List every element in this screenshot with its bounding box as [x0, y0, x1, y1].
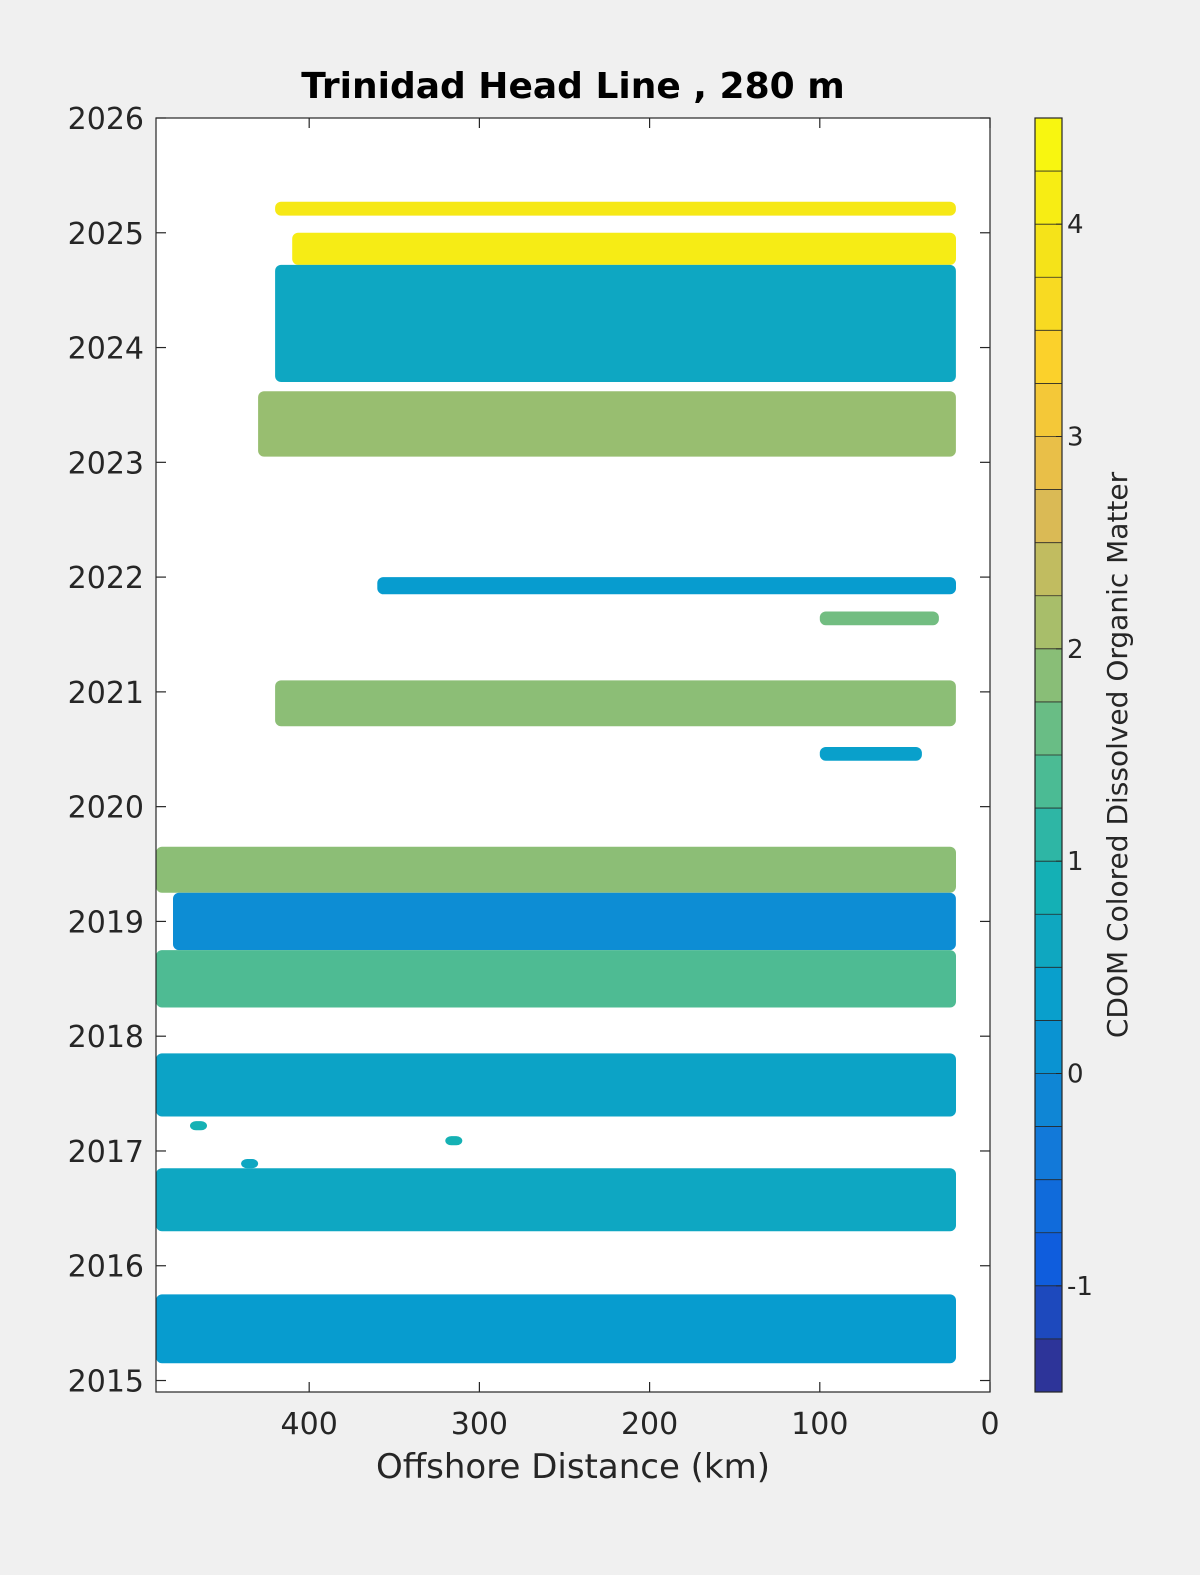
- data-patch: [258, 391, 956, 457]
- colorbar-level: [1035, 595, 1062, 650]
- data-patch: [275, 680, 956, 727]
- colorbar-label: CDOM Colored Dissolved Organic Matter: [1101, 471, 1134, 1038]
- data-patch: [241, 1159, 259, 1169]
- colorbar-level: [1035, 1285, 1062, 1340]
- y-tick-label: 2015: [68, 1365, 144, 1400]
- data-patch: [156, 1168, 956, 1232]
- colorbar-level: [1035, 914, 1062, 968]
- y-tick-label: 2025: [68, 217, 144, 252]
- colorbar-level: [1035, 1179, 1062, 1234]
- colorbar-level: [1035, 436, 1062, 490]
- data-patch: [156, 1053, 956, 1117]
- chart-title: Trinidad Head Line , 280 m: [301, 66, 844, 107]
- colorbar-level: [1035, 330, 1062, 384]
- colorbar-level: [1035, 542, 1062, 597]
- colorbar-level: [1035, 1338, 1062, 1393]
- y-axis-ticks: 2015 2016 2017 2018 2019 2020 2021 2022 2023 2024…: [68, 102, 990, 1400]
- colorbar-level: [1035, 1232, 1062, 1287]
- y-tick-label: 2017: [68, 1135, 144, 1170]
- colorbar-level: [1035, 1073, 1062, 1127]
- data-patch: [156, 950, 956, 1008]
- y-tick-label: 2026: [68, 102, 144, 137]
- y-tick-label: 2024: [68, 332, 144, 367]
- y-tick-label: 2023: [68, 446, 144, 481]
- colorbar-tick-label: 0: [1067, 1060, 1084, 1090]
- data-patch: [275, 201, 956, 216]
- y-tick-label: 2018: [68, 1020, 144, 1055]
- colorbar-level: [1035, 861, 1062, 915]
- colorbar-level: [1035, 808, 1062, 862]
- data-patch: [445, 1136, 463, 1146]
- data-patch: [275, 264, 956, 382]
- x-tick-label: 400: [281, 1407, 338, 1442]
- data-patch: [156, 846, 956, 893]
- x-tick-label: 0: [980, 1407, 999, 1442]
- y-tick-label: 2016: [68, 1250, 144, 1285]
- colorbar-level: [1035, 1020, 1062, 1074]
- colorbar-tick-label: 2: [1067, 635, 1084, 665]
- colorbar-tick-label: 1: [1067, 847, 1084, 877]
- colorbar-tick-label: 3: [1067, 423, 1084, 453]
- y-tick-label: 2022: [68, 561, 144, 596]
- plot-frame: [155, 117, 991, 1393]
- data-patches: [156, 201, 956, 1364]
- x-axis-label: Offshore Distance (km): [376, 1447, 770, 1487]
- colorbar-level: [1035, 383, 1062, 437]
- colorbar-level: [1035, 1126, 1062, 1181]
- colorbar-tick-label: -1: [1067, 1272, 1093, 1302]
- x-tick-label: 100: [791, 1407, 848, 1442]
- colorbar-level: [1035, 701, 1062, 756]
- colorbar-tick-label: 4: [1067, 210, 1084, 240]
- colorbar-level: [1035, 171, 1062, 225]
- data-patch: [173, 892, 956, 951]
- data-patch: [819, 611, 939, 626]
- data-patch: [292, 232, 956, 265]
- data-patch: [819, 747, 922, 761]
- colorbar-level: [1035, 489, 1062, 544]
- colorbar-level: [1035, 277, 1062, 331]
- x-axis-ticks: 400 300 200 100 0: [281, 118, 1000, 1442]
- colorbar-level: [1035, 967, 1062, 1021]
- colorbar-level: [1035, 224, 1062, 278]
- colorbar-frame: [1034, 117, 1063, 1393]
- colorbar-level: [1035, 755, 1062, 809]
- data-patch: [156, 1294, 956, 1364]
- colorbar-level: [1035, 118, 1062, 172]
- x-tick-label: 300: [451, 1407, 508, 1442]
- y-tick-label: 2020: [68, 791, 144, 826]
- y-tick-label: 2019: [68, 905, 144, 940]
- colorbar: -1 0 1 2 3 4: [1034, 117, 1093, 1393]
- data-patch: [377, 577, 956, 595]
- colorbar-level: [1035, 648, 1062, 703]
- y-tick-label: 2021: [68, 676, 144, 711]
- x-tick-label: 200: [621, 1407, 678, 1442]
- data-patch: [190, 1121, 207, 1131]
